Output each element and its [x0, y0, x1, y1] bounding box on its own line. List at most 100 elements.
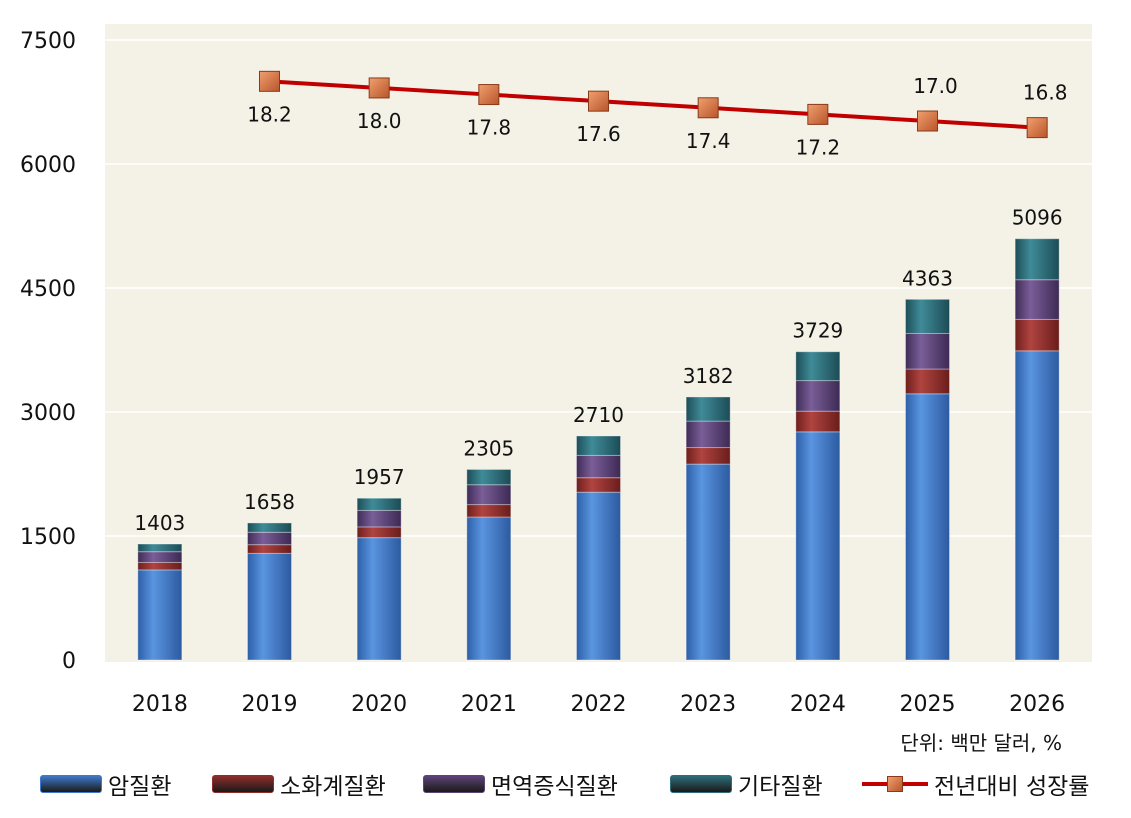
legend-item: 기타질환 — [670, 766, 823, 802]
bar-total-label: 1957 — [354, 465, 405, 489]
bar-segment — [356, 497, 402, 511]
growth-label: 17.2 — [796, 135, 841, 159]
bar-segment — [356, 526, 402, 539]
unit-note: 단위: 백만 달러, % — [900, 731, 1062, 755]
bar-segment — [795, 351, 841, 382]
bar-segment — [1014, 318, 1060, 352]
x-tick-label: 2019 — [242, 692, 298, 717]
legend-marker — [887, 776, 903, 792]
legend-label: 소화계질환 — [280, 774, 386, 800]
y-tick-label: 4500 — [20, 277, 76, 302]
growth-marker — [807, 103, 829, 125]
y-tick-label: 1500 — [20, 525, 76, 550]
legend-line-swatch — [862, 776, 928, 792]
bar-segment — [466, 484, 512, 506]
bar-stack — [247, 522, 292, 661]
bar-segment — [466, 468, 512, 486]
legend: 암질환 소화계질환 면역증식질환 기타질환 전년대비 성장률 — [40, 766, 1130, 806]
bar-segment — [247, 531, 292, 546]
growth-label: 16.8 — [1023, 81, 1068, 105]
x-tick-label: 2026 — [1009, 692, 1065, 717]
bar-segment — [576, 477, 621, 493]
bar-segment — [685, 396, 731, 422]
bar-total-label: 3182 — [683, 364, 734, 388]
bar-segment — [247, 552, 292, 661]
legend-label: 면역증식질환 — [491, 774, 618, 800]
x-tick-label: 2021 — [461, 692, 517, 717]
legend-label: 암질환 — [108, 774, 172, 800]
bar-total-label: 1658 — [244, 490, 295, 514]
bar-segment — [247, 522, 292, 533]
bar-segment — [685, 420, 731, 449]
legend-swatch — [670, 775, 732, 793]
bar-stack — [137, 543, 183, 661]
growth-marker — [259, 70, 280, 92]
growth-line — [269, 79, 1038, 130]
x-tick-label: 2020 — [351, 692, 407, 717]
x-tick-label: 2023 — [680, 692, 736, 717]
bar-segment — [137, 569, 183, 661]
bar-segment — [356, 509, 402, 528]
bar-segment — [905, 368, 950, 395]
bar-segment — [466, 504, 512, 518]
growth-label: 18.0 — [357, 109, 402, 133]
bar-segment — [466, 516, 512, 661]
bar-segment — [137, 551, 183, 563]
bar-stack — [905, 298, 950, 661]
bar-segment — [905, 298, 950, 334]
bar-segment — [137, 561, 183, 571]
y-tick-label: 6000 — [20, 153, 76, 178]
bar-stack — [795, 351, 841, 661]
growth-marker — [1026, 117, 1048, 139]
bar-stack — [356, 497, 402, 661]
x-tick-label: 2024 — [790, 692, 846, 717]
legend-swatch — [40, 775, 102, 793]
legend-swatch — [423, 775, 485, 793]
bar-segment — [137, 543, 183, 553]
growth-marker — [368, 77, 390, 99]
growth-label: 17.8 — [467, 116, 512, 140]
growth-label: 17.0 — [913, 74, 958, 98]
growth-label: 18.2 — [247, 102, 292, 126]
bar-total-label: 3729 — [792, 319, 843, 343]
bar-segment — [247, 544, 292, 554]
bar-segment — [576, 435, 621, 456]
bar-segment — [685, 447, 731, 465]
legend-item: 소화계질환 — [212, 766, 386, 802]
bar-stack — [685, 396, 731, 661]
y-tick-label: 0 — [62, 649, 76, 674]
x-tick-label: 2018 — [132, 692, 188, 717]
growth-label: 17.4 — [686, 129, 731, 153]
bar-segment — [795, 380, 841, 412]
legend-label: 기타질환 — [738, 774, 823, 800]
bar-total-label: 2710 — [573, 403, 624, 427]
bar-segment — [795, 410, 841, 433]
x-tick-label: 2022 — [571, 692, 627, 717]
bar-total-label: 2305 — [463, 436, 514, 460]
legend-item: 전년대비 성장률 — [862, 766, 1089, 802]
bar-segment — [685, 463, 731, 661]
bar-segment — [905, 332, 950, 370]
growth-marker — [697, 97, 719, 119]
y-tick-label: 3000 — [20, 401, 76, 426]
growth-marker — [478, 84, 500, 106]
growth-label: 17.6 — [576, 122, 621, 146]
growth-marker — [588, 90, 609, 112]
bar-stack — [576, 435, 621, 661]
bar-segment — [905, 393, 950, 661]
bar-segment — [1014, 350, 1060, 661]
bar-total-label: 4363 — [902, 266, 953, 290]
growth-marker — [917, 110, 938, 132]
bar-segment — [1014, 279, 1060, 320]
bar-total-label: 5096 — [1012, 206, 1063, 230]
legend-swatch — [212, 775, 274, 793]
y-tick-label: 7500 — [20, 29, 76, 54]
legend-item: 암질환 — [40, 766, 171, 802]
bar-segment — [356, 537, 402, 661]
legend-label: 전년대비 성장률 — [934, 774, 1090, 800]
bar-segment — [795, 431, 841, 661]
bar-segment — [576, 491, 621, 661]
x-tick-label: 2025 — [900, 692, 956, 717]
bar-stack — [1014, 238, 1060, 661]
